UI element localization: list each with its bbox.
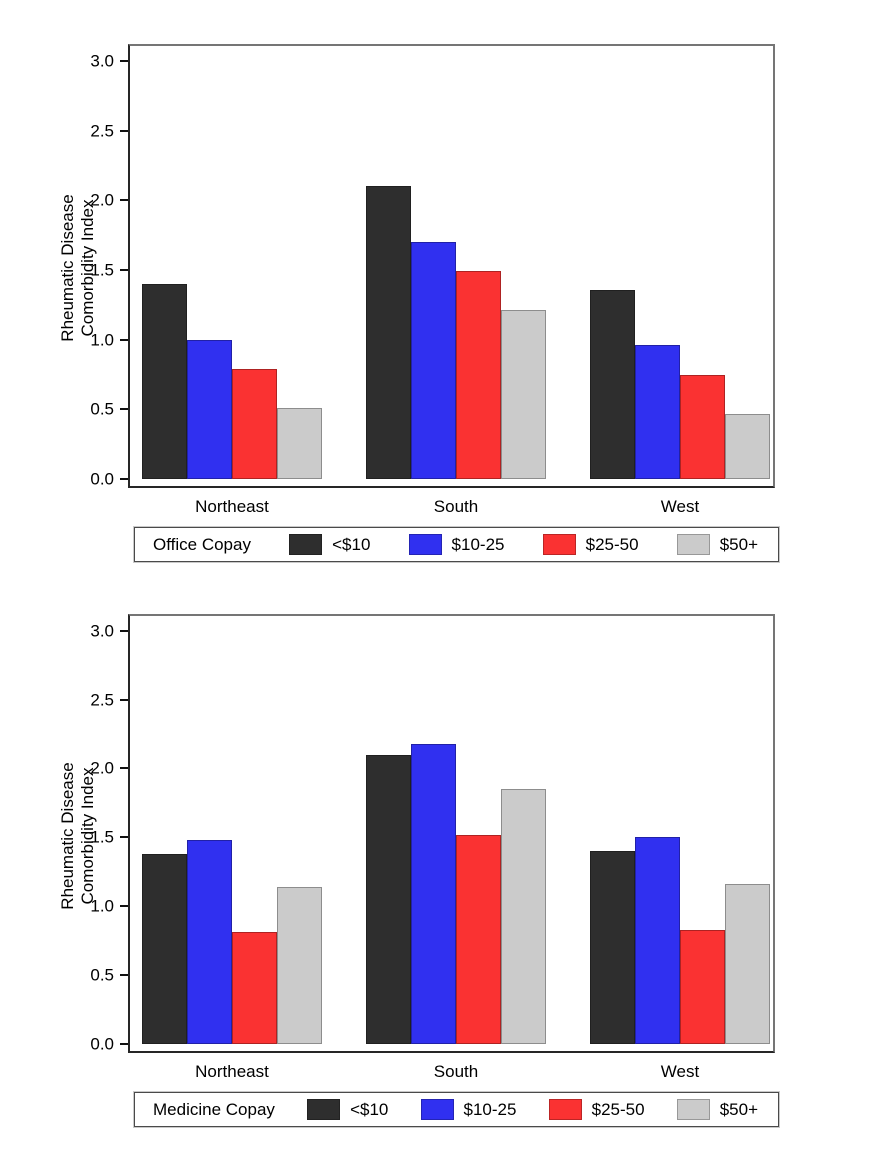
bar-northeast-3 bbox=[232, 368, 277, 479]
legend-item: $50+ bbox=[676, 534, 758, 555]
bar-south-4 bbox=[501, 310, 546, 479]
bar-northeast-4 bbox=[277, 886, 322, 1044]
y-tick-mark bbox=[120, 129, 128, 132]
legend-item: $10-25 bbox=[408, 534, 505, 555]
y-tick-mark bbox=[120, 698, 128, 701]
bar-northeast-2 bbox=[187, 840, 232, 1044]
x-category-label-northeast: Northeast bbox=[195, 497, 269, 516]
legend-label: $50+ bbox=[719, 1099, 758, 1119]
y-tick-mark bbox=[120, 629, 128, 632]
legend-label: <$10 bbox=[332, 534, 371, 554]
legend-item: $25-50 bbox=[542, 534, 639, 555]
y-tick-label: 1.5 bbox=[90, 827, 114, 847]
legend-label: <$10 bbox=[350, 1099, 389, 1119]
y-tick-label: 1.5 bbox=[90, 260, 114, 280]
legend-label: $10-25 bbox=[463, 1099, 517, 1119]
y-tick-mark bbox=[120, 905, 128, 908]
legend-title: Office Copay bbox=[153, 534, 251, 554]
office-copay-legend: Office Copay <$10 $10-25 $25-50 $50+ bbox=[133, 526, 780, 563]
y-tick-label: 0.0 bbox=[90, 469, 114, 489]
y-tick-label: 2.0 bbox=[90, 190, 114, 210]
legend-label: $10-25 bbox=[451, 534, 505, 554]
bar-northeast-1 bbox=[142, 283, 187, 479]
bar-west-4 bbox=[725, 413, 770, 479]
legend-swatch bbox=[289, 534, 323, 555]
legend-swatch bbox=[307, 1099, 341, 1120]
x-category-label-west: West bbox=[660, 1062, 700, 1081]
y-tick-label: 0.5 bbox=[90, 399, 114, 419]
x-category-label-south: South bbox=[433, 1062, 479, 1081]
legend-swatch bbox=[408, 534, 442, 555]
bar-northeast-2 bbox=[187, 339, 232, 479]
x-category-label-south: South bbox=[433, 497, 479, 516]
y-tick-label: 1.0 bbox=[90, 330, 114, 350]
y-tick-mark bbox=[120, 478, 128, 480]
y-tick-mark bbox=[120, 269, 128, 272]
legend-item: <$10 bbox=[307, 1099, 388, 1120]
x-category-label-northeast: Northeast bbox=[195, 1062, 269, 1081]
bar-northeast-4 bbox=[277, 407, 322, 479]
y-tick-label: 2.5 bbox=[90, 690, 114, 709]
y-tick-mark bbox=[120, 836, 128, 839]
bar-south-1 bbox=[366, 186, 411, 479]
bar-west-2 bbox=[635, 345, 680, 479]
y-tick-label: 0.0 bbox=[90, 1034, 114, 1054]
legend-label: $50+ bbox=[719, 534, 758, 554]
bar-west-3 bbox=[680, 929, 725, 1044]
y-tick-mark bbox=[120, 767, 128, 770]
plot-area: 0.0 0.5 1.0 1.5 2.0 2.5 3.0 Northeast South West bbox=[90, 614, 775, 1080]
legend-title: Medicine Copay bbox=[153, 1099, 275, 1119]
bar-west-1 bbox=[590, 289, 635, 479]
y-tick-mark bbox=[120, 60, 128, 63]
y-tick-mark bbox=[120, 199, 128, 202]
x-category-label-west: West bbox=[660, 497, 700, 516]
legend-swatch bbox=[548, 1099, 582, 1120]
bar-northeast-1 bbox=[142, 853, 187, 1044]
legend-item: <$10 bbox=[289, 534, 370, 555]
bar-south-3 bbox=[456, 271, 501, 479]
legend-swatch bbox=[420, 1099, 454, 1120]
bar-west-4 bbox=[725, 884, 770, 1044]
y-tick-label: 3.0 bbox=[90, 621, 114, 641]
bar-south-3 bbox=[456, 834, 501, 1044]
medicine-copay-legend: Medicine Copay <$10 $10-25 $25-50 $50+ bbox=[133, 1091, 780, 1128]
y-tick-mark bbox=[120, 1043, 128, 1045]
bar-northeast-3 bbox=[232, 932, 277, 1044]
bar-south-4 bbox=[501, 789, 546, 1044]
bar-west-3 bbox=[680, 374, 725, 479]
y-tick-label: 2.0 bbox=[90, 758, 114, 778]
plot-area: 0.0 0.5 1.0 1.5 2.0 2.5 3.0 Northeast South West bbox=[90, 44, 775, 515]
legend-swatch bbox=[542, 534, 576, 555]
legend-item: $10-25 bbox=[420, 1099, 517, 1120]
legend-label: $25-50 bbox=[585, 534, 639, 554]
bar-west-2 bbox=[635, 837, 680, 1044]
y-tick-mark bbox=[120, 408, 128, 411]
y-tick-label: 3.0 bbox=[90, 51, 114, 71]
legend-label: $25-50 bbox=[591, 1099, 645, 1119]
legend-item: $50+ bbox=[676, 1099, 758, 1120]
y-tick-mark bbox=[120, 338, 128, 341]
y-tick-label: 0.5 bbox=[90, 965, 114, 985]
bar-south-1 bbox=[366, 754, 411, 1044]
y-tick-mark bbox=[120, 974, 128, 977]
bar-south-2 bbox=[411, 743, 456, 1044]
bar-west-1 bbox=[590, 851, 635, 1044]
legend-swatch bbox=[676, 1099, 710, 1120]
legend-swatch bbox=[676, 534, 710, 555]
legend-item: $25-50 bbox=[548, 1099, 645, 1120]
y-tick-label: 2.5 bbox=[90, 121, 114, 141]
y-tick-label: 1.0 bbox=[90, 896, 114, 916]
bar-south-2 bbox=[411, 242, 456, 479]
